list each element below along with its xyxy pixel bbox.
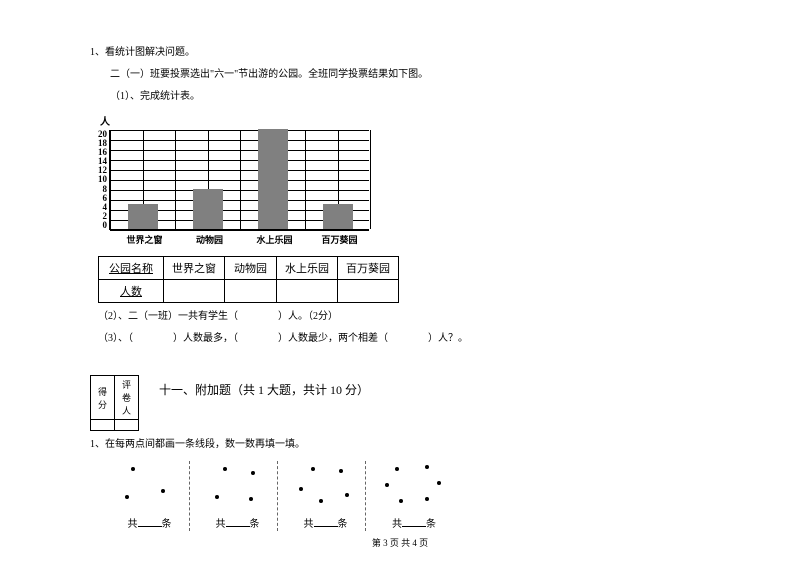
dots-panel: 共条 (374, 461, 454, 531)
table-row: 人数 (99, 280, 399, 303)
table-row: 公园名称世界之窗动物园水上乐园百万葵园 (99, 257, 399, 280)
q2-text: 1、在每两点间都画一条线段，数一数再填一填。 (90, 437, 470, 453)
data-table: 公园名称世界之窗动物园水上乐园百万葵园 人数 (98, 256, 399, 303)
dots-panels: 共条共条共条共条 (110, 461, 470, 531)
score-label: 得分 (91, 376, 115, 420)
grader-cell (115, 420, 139, 431)
bar (258, 129, 288, 229)
q1-line2: 二（一）班要投票选出"六一"节出游的公园。全班同学投票结果如下图。 (110, 67, 470, 83)
q1-sub1: （1）、完成统计表。 (110, 89, 470, 105)
grader-label: 评卷人 (115, 376, 139, 420)
y-axis-ticks: 20181614121086420 (98, 130, 109, 230)
chart-grid (109, 130, 369, 230)
page-footer: 第 3 页 共 4 页 (0, 536, 800, 549)
dots-panel: 共条 (110, 461, 190, 531)
dots-panel: 共条 (198, 461, 278, 531)
section-title: 十一、附加题（共 1 大题，共计 10 分） (159, 381, 369, 398)
bar (323, 204, 353, 229)
bar (128, 204, 158, 229)
q1-sub2: （2）、二（一班）一共有学生（ ）人。（2分） (98, 309, 470, 325)
q1-title: 1、看统计图解决问题。 (90, 45, 470, 61)
score-box: 得分 评卷人 (90, 375, 139, 431)
score-cell (91, 420, 115, 431)
q1-sub3: （3）、（ ）人数最多，（ ）人数最少，两个相差（ ）人？。 (98, 331, 470, 347)
dots-label: 共条 (110, 515, 189, 530)
dots-panel: 共条 (286, 461, 366, 531)
x-axis-labels: 世界之窗动物园水上乐园百万葵园 (112, 230, 372, 246)
dots-label: 共条 (286, 515, 365, 530)
bar (193, 189, 223, 229)
y-axis-label: 人 (100, 113, 470, 128)
dots-label: 共条 (198, 515, 277, 530)
bar-chart: 人 20181614121086420 世界之窗动物园水上乐园百万葵园 (98, 113, 470, 246)
dots-label: 共条 (374, 515, 454, 530)
